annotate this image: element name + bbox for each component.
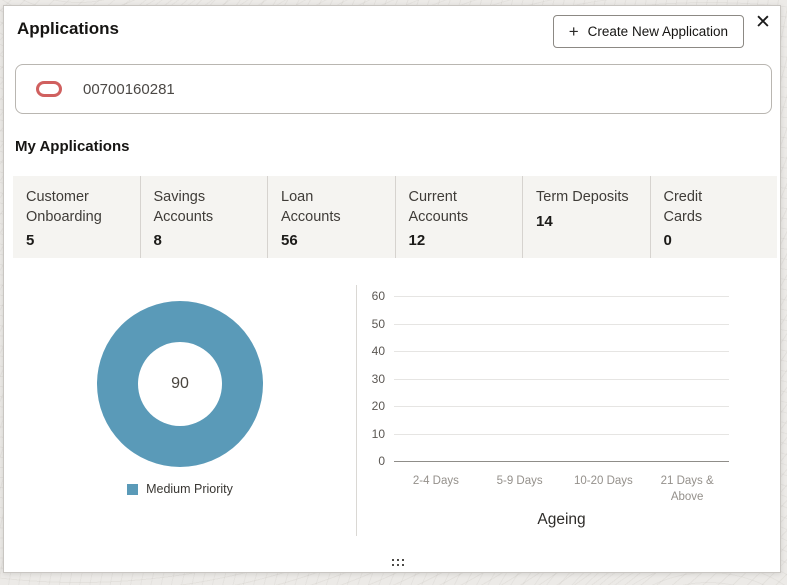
gridline: 10 — [372, 427, 729, 441]
stat-value: 0 — [663, 232, 672, 250]
x-axis-baseline: 0 — [378, 454, 729, 468]
stat-value: 8 — [153, 232, 162, 250]
gridline: 50 — [372, 317, 729, 331]
gridline: 30 — [372, 372, 729, 386]
my-applications-heading: My Applications — [15, 138, 130, 155]
stat-credit-cards[interactable]: Credit Cards 0 — [649, 176, 778, 258]
y-axis-tick: 40 — [371, 344, 385, 358]
legend-swatch-icon — [127, 483, 139, 495]
stat-label: Term Deposits — [536, 189, 629, 205]
stat-value: 12 — [408, 232, 426, 250]
y-axis-tick: 10 — [371, 426, 385, 441]
x-axis-category: 10-20 Days — [573, 475, 633, 487]
x-axis-labels: 2-4 Days 5-9 Days 10-20 Days 21 Days & A… — [394, 474, 729, 505]
x-axis-category: 2-4 Days — [412, 475, 459, 487]
donut-center-value: 90 — [138, 342, 222, 426]
donut-ring-medium-priority[interactable]: 90 — [97, 301, 263, 467]
resize-drag-handle[interactable] — [392, 559, 404, 566]
stat-current-accounts[interactable]: Current Accounts 12 — [394, 176, 523, 258]
stat-value: 14 — [536, 212, 553, 230]
stat-label: Current Accounts — [408, 189, 469, 225]
y-axis-tick: 50 — [371, 316, 385, 331]
x-axis-category: 5-9 Days — [496, 475, 543, 487]
donut-legend-item[interactable]: Medium Priority — [4, 482, 356, 496]
gridline: 20 — [372, 399, 729, 413]
stat-loan-accounts[interactable]: Loan Accounts 56 — [267, 176, 395, 258]
application-number-input[interactable] — [83, 80, 771, 98]
stats-strip: Customer Onboarding 5 Savings Accounts 8… — [13, 176, 777, 258]
y-axis-tick: 60 — [371, 289, 385, 303]
stat-label: Credit Cards — [663, 189, 703, 225]
x-axis-category: 21 Days & Above — [660, 475, 714, 503]
create-new-application-button[interactable]: + Create New Application — [552, 15, 744, 48]
gridline: 60 — [372, 289, 729, 303]
stat-savings-accounts[interactable]: Savings Accounts 8 — [139, 176, 268, 258]
stat-customer-onboarding[interactable]: Customer Onboarding 5 — [13, 176, 140, 258]
y-axis-tick: 20 — [371, 399, 385, 413]
legend-label: Medium Priority — [146, 482, 233, 496]
stat-term-deposits[interactable]: Term Deposits 14 — [522, 176, 650, 258]
stat-label: Customer Onboarding — [26, 189, 102, 225]
y-axis-tick: 0 — [378, 454, 385, 468]
stat-label: Loan Accounts — [281, 189, 341, 225]
close-icon[interactable]: ✕ — [755, 11, 771, 33]
y-axis-tick: 30 — [371, 371, 385, 386]
priority-donut-chart: 90 Medium Priority — [4, 271, 356, 496]
create-button-label: Create New Application — [587, 24, 728, 39]
x-axis-title: Ageing — [537, 511, 586, 528]
application-search-field[interactable] — [15, 64, 772, 114]
page-title: Applications — [17, 19, 120, 38]
ageing-bar-chart: 60 50 40 30 20 10 0 2-4 Days 5-9 Days 10… — [356, 285, 782, 536]
applications-modal: Applications + Create New Application ✕ … — [3, 5, 781, 573]
stat-label: Savings Accounts — [153, 189, 214, 225]
oracle-oval-icon — [36, 81, 62, 97]
stat-value: 56 — [281, 232, 298, 250]
stat-value: 5 — [26, 232, 35, 250]
gridline: 40 — [372, 344, 729, 358]
plus-icon: + — [568, 22, 579, 41]
